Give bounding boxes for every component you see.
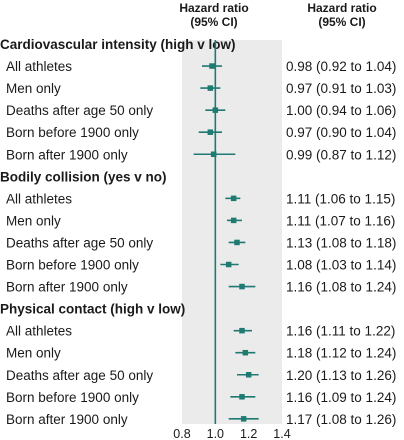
hazard-ratio-marker bbox=[209, 63, 215, 69]
hazard-ratio-marker bbox=[239, 283, 245, 290]
row-label: Born after 1900 only bbox=[6, 412, 128, 427]
hazard-ratio-marker bbox=[245, 372, 252, 378]
row-label: Deaths after age 50 only bbox=[6, 368, 153, 383]
row-label: All athletes bbox=[6, 191, 72, 206]
row-label: Born before 1900 only bbox=[6, 125, 139, 140]
plot-header-line2: (95% CI) bbox=[190, 15, 237, 29]
hazard-ratio-marker bbox=[207, 129, 214, 135]
plot-header-line1: Hazard ratio bbox=[179, 1, 248, 15]
group-title: Cardiovascular intensity (high v low) bbox=[0, 37, 236, 52]
hazard-ratio-marker bbox=[234, 239, 240, 246]
hazard-ratio-marker bbox=[210, 151, 217, 157]
row-label: Men only bbox=[6, 213, 61, 228]
hazard-ratio-text: 1.16 (1.11 to 1.22) bbox=[286, 324, 395, 339]
hazard-ratio-text: 0.97 (0.91 to 1.03) bbox=[286, 81, 396, 96]
row-label: Born after 1900 only bbox=[6, 147, 128, 162]
value-header-line2: (95% CI) bbox=[318, 15, 365, 29]
hazard-ratio-text: 1.17 (1.08 to 1.26) bbox=[286, 412, 396, 427]
row-label: Born before 1900 only bbox=[6, 258, 139, 273]
hazard-ratio-text: 1.20 (1.13 to 1.26) bbox=[286, 368, 396, 383]
hazard-ratio-marker bbox=[230, 217, 237, 224]
row-label: Men only bbox=[6, 81, 61, 96]
hazard-ratio-text: 1.08 (1.03 to 1.14) bbox=[286, 258, 396, 273]
group-title: Physical contact (high v low) bbox=[0, 302, 185, 317]
hazard-ratio-marker bbox=[230, 195, 237, 202]
hazard-ratio-marker bbox=[225, 261, 232, 268]
hazard-ratio-text: 1.16 (1.09 to 1.24) bbox=[286, 390, 396, 405]
hazard-ratio-text: 1.00 (0.94 to 1.06) bbox=[286, 103, 396, 118]
hazard-ratio-marker bbox=[240, 416, 247, 422]
group-title: Bodily collision (yes v no) bbox=[0, 169, 167, 184]
x-tick-label: 0.8 bbox=[173, 427, 190, 440]
row-label: Born before 1900 only bbox=[6, 390, 139, 405]
hazard-ratio-text: 1.13 (1.08 to 1.18) bbox=[286, 235, 396, 250]
hazard-ratio-marker bbox=[239, 327, 245, 334]
x-tick-label: 1.2 bbox=[240, 427, 257, 440]
row-label: Deaths after age 50 only bbox=[6, 103, 153, 118]
hazard-ratio-marker bbox=[242, 349, 249, 356]
plot-background bbox=[182, 40, 282, 424]
x-tick-label: 1.4 bbox=[273, 427, 290, 440]
hazard-ratio-marker bbox=[212, 107, 219, 113]
hazard-ratio-text: 1.11 (1.06 to 1.15) bbox=[286, 191, 395, 206]
x-tick-label: 1.0 bbox=[207, 427, 224, 440]
hazard-ratio-text: 0.99 (0.87 to 1.12) bbox=[286, 147, 396, 162]
hazard-ratio-marker bbox=[207, 85, 214, 91]
hazard-ratio-text: 1.16 (1.08 to 1.24) bbox=[286, 280, 396, 295]
row-label: Born after 1900 only bbox=[6, 280, 128, 295]
hazard-ratio-text: 1.11 (1.07 to 1.16) bbox=[286, 213, 395, 228]
hazard-ratio-text: 1.18 (1.12 to 1.24) bbox=[286, 346, 396, 361]
hazard-ratio-text: 0.98 (0.92 to 1.04) bbox=[286, 59, 396, 74]
row-label: Men only bbox=[6, 346, 61, 361]
row-label: All athletes bbox=[6, 59, 72, 74]
row-label: All athletes bbox=[6, 324, 72, 339]
row-label: Deaths after age 50 only bbox=[6, 235, 153, 250]
hazard-ratio-marker bbox=[239, 394, 245, 400]
hazard-ratio-text: 0.97 (0.90 to 1.04) bbox=[286, 125, 396, 140]
value-header-line1: Hazard ratio bbox=[307, 1, 376, 15]
